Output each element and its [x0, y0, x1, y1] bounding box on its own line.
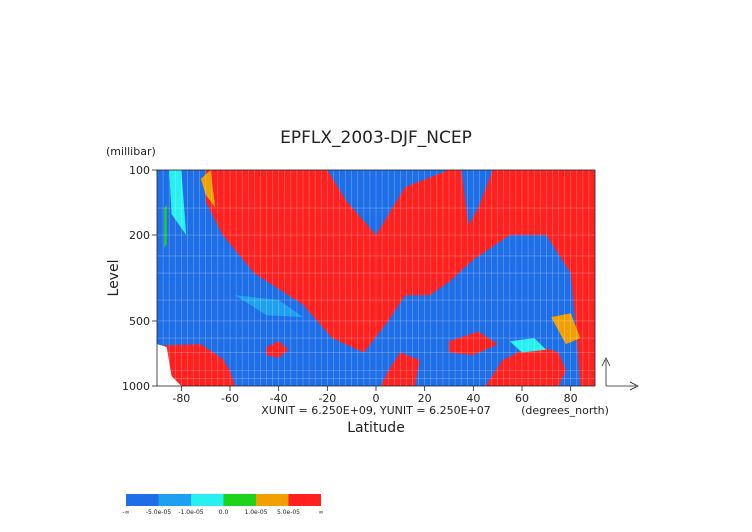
- y-tick-label: 100: [129, 164, 150, 177]
- colorbar-swatch: [256, 494, 289, 506]
- colorbar-swatch: [191, 494, 224, 506]
- x-tick-label: -80: [172, 392, 190, 405]
- colorbar-label: -1.0e-05: [178, 509, 203, 516]
- y-unit-label: (millibar): [106, 145, 156, 158]
- colorbar-label: ∞: [319, 509, 324, 516]
- x-unit-label: (degrees_north): [521, 404, 609, 417]
- contour-region-2: [266, 341, 289, 358]
- contour-region-5: [485, 344, 566, 386]
- reference-vector-icon: [601, 357, 639, 391]
- x-tick-label: -60: [221, 392, 239, 405]
- contour-region-13: [234, 295, 303, 318]
- x-tick-label: 40: [466, 392, 480, 405]
- contour-region-10: [164, 204, 167, 249]
- y-tick-label: 1000: [122, 380, 150, 393]
- colorbar-label: -∞: [122, 509, 129, 516]
- y-axis-label: Level: [106, 260, 122, 297]
- colorbar-label: 1.0e-05: [244, 509, 267, 516]
- plot-area: [157, 170, 595, 386]
- x-axis-label: Latitude: [347, 420, 405, 436]
- x-tick-label: 60: [515, 392, 529, 405]
- colorbar-swatch: [158, 494, 191, 506]
- x-tick-label: -20: [318, 392, 336, 405]
- colorbar-swatch: [126, 494, 159, 506]
- colorbar-label: 5.0e-05: [277, 509, 300, 516]
- chart-title: EPFLX_2003-DJF_NCEP: [280, 128, 472, 148]
- contour-region-4: [449, 331, 498, 356]
- contour-region-8: [169, 170, 187, 235]
- y-tick-label: 500: [129, 315, 150, 328]
- contour-region-11: [327, 170, 376, 226]
- x-tick-label: 80: [564, 392, 578, 405]
- x-tick-label: 20: [418, 392, 432, 405]
- contour-region-6: [200, 170, 216, 208]
- missing-data-area: [157, 344, 182, 386]
- colorbar-swatch: [223, 494, 256, 506]
- contour-region-12: [461, 170, 493, 226]
- contour-region-3: [380, 352, 420, 386]
- colorbar-label: 0.0: [219, 509, 229, 516]
- contour-region-0: [205, 170, 595, 386]
- colorbar-legend: -∞ -5.0e-05 -1.0e-05 0.0 1.0e-05 5.0e-05 ∞: [122, 494, 324, 516]
- contour-region-9: [509, 338, 547, 353]
- x-tick-label: -40: [270, 392, 288, 405]
- scale-note: XUNIT = 6.250E+09, YUNIT = 6.250E+07: [261, 404, 490, 417]
- colorbar-swatch: [288, 494, 321, 506]
- x-tick-label: 0: [373, 392, 380, 405]
- colorbar-label: -5.0e-05: [146, 509, 171, 516]
- y-tick-label: 200: [129, 229, 150, 242]
- contour-region-7: [551, 313, 581, 345]
- contour-region-1: [157, 344, 235, 386]
